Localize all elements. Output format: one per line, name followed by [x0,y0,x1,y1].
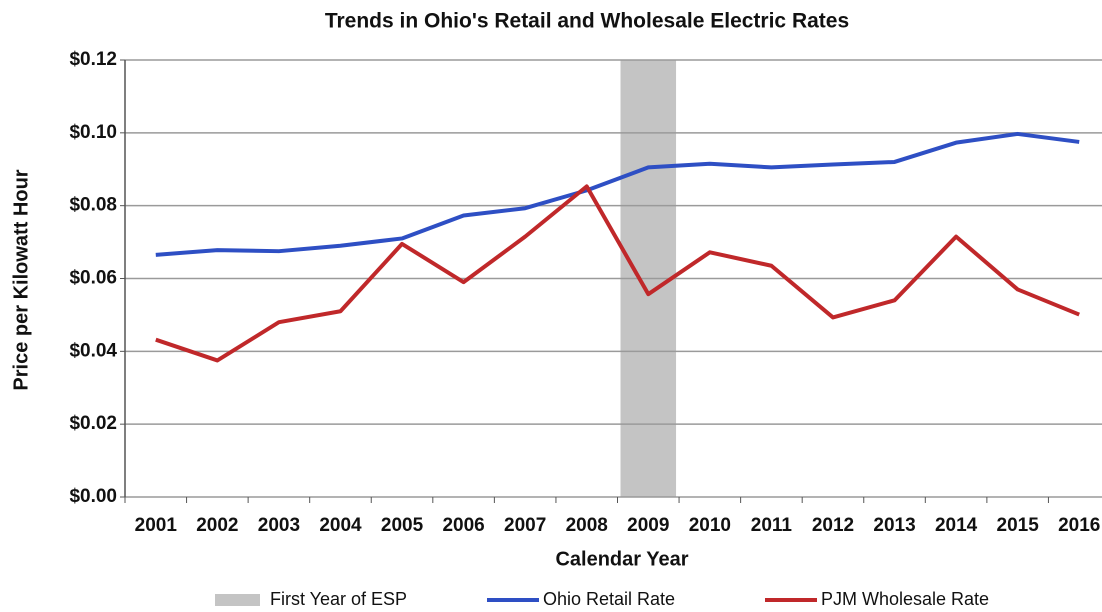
line-series [155,131,1080,257]
x-tick-label: 2015 [997,515,1040,536]
y-tick-label: $0.00 [69,486,117,507]
x-tick-label: 2009 [627,515,669,536]
x-axis-title: Calendar Year [555,548,688,570]
y-axis-title: Price per Kilowatt Hour [10,169,32,390]
x-tick-label: 2002 [196,515,238,536]
y-tick-label: $0.04 [69,340,117,361]
x-tick-label: 2013 [873,515,915,536]
y-tick-label: $0.06 [69,268,117,289]
x-tick-label: 2014 [935,515,978,536]
x-tick-label: 2012 [812,515,854,536]
x-tick-label: 2006 [442,515,484,536]
legend-label: Ohio Retail Rate [543,589,675,609]
legend-swatch [215,594,260,606]
x-tick-label: 2003 [258,515,300,536]
x-tick-label: 2005 [381,515,424,536]
x-tick-label: 2001 [135,515,178,536]
x-tick-label: 2007 [504,515,546,536]
line-series [155,184,1080,363]
x-tick-label: 2008 [566,515,608,536]
legend-label: PJM Wholesale Rate [821,589,989,609]
y-tick-label: $0.10 [69,122,117,143]
x-tick-label: 2016 [1058,515,1100,536]
x-tick-label: 2010 [689,515,731,536]
chart-title: Trends in Ohio's Retail and Wholesale El… [325,10,849,33]
legend-label: First Year of ESP [270,589,407,609]
x-tick-label: 2004 [319,515,362,536]
y-tick-label: $0.08 [69,195,117,216]
x-tick-label: 2011 [751,515,793,536]
y-tick-label: $0.02 [69,413,117,434]
y-tick-label: $0.12 [69,49,117,70]
